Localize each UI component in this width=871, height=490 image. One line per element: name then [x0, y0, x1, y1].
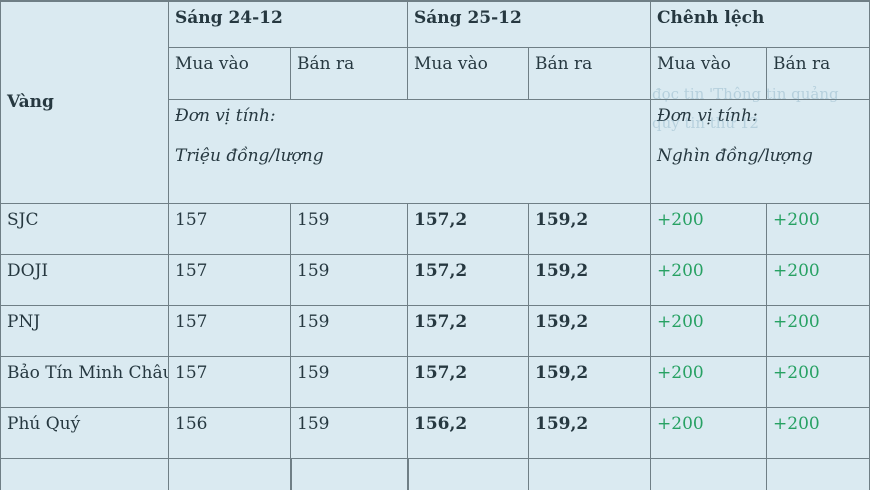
diff-buy-cell: +200 — [650, 355, 768, 408]
unit-value: Triệu đồng/lượng — [175, 145, 324, 166]
diff-sell-cell: +200 — [766, 355, 871, 408]
group-header-chenh-lech: Chênh lệch — [650, 0, 871, 48]
brand-cell: Bảo Tín Minh Châu — [0, 355, 169, 408]
brand-cell: DOJI — [0, 253, 169, 306]
subheader-diff-mua-vao: Mua vào — [650, 46, 768, 100]
diff-buy-cell: +200 — [650, 406, 768, 459]
unit-cell-trieu-dong: Đơn vị tính: Triệu đồng/lượng — [167, 98, 652, 204]
buy-25-cell: 157,2 — [407, 304, 530, 357]
corner-header-label: Vàng — [7, 92, 54, 113]
subheader-24-ban-ra: Bán ra — [289, 46, 409, 100]
unit-value: Nghìn đồng/lượng — [657, 145, 813, 166]
diff-sell-cell: +200 — [766, 304, 871, 357]
empty-cell — [289, 457, 409, 490]
buy-24-cell: 156 — [168, 406, 291, 459]
brand-cell: Phú Quý — [0, 406, 169, 459]
sell-24-cell: 159 — [289, 202, 409, 255]
brand-cell: SJC — [0, 202, 169, 255]
sell-24-cell: 159 — [289, 406, 409, 459]
buy-24-cell: 157 — [168, 253, 291, 306]
subheader-25-mua-vao: Mua vào — [407, 46, 530, 100]
diff-sell-cell: +200 — [766, 202, 871, 255]
sell-24-cell: 159 — [289, 304, 409, 357]
table-row-pnj: PNJ 157 159 157,2 159,2 +200 +200 — [0, 304, 871, 357]
diff-buy-cell: +200 — [650, 202, 768, 255]
sell-25-cell: 159,2 — [528, 202, 652, 255]
buy-25-cell: 157,2 — [407, 253, 530, 306]
empty-cell — [766, 457, 871, 490]
diff-buy-cell: +200 — [650, 253, 768, 306]
sell-24-cell: 159 — [289, 355, 409, 408]
sell-25-cell: 159,2 — [528, 406, 652, 459]
diff-sell-cell: +200 — [766, 253, 871, 306]
buy-25-cell: 157,2 — [407, 355, 530, 408]
unit-prefix: Đơn vị tính: — [657, 105, 758, 126]
empty-partial-row — [0, 457, 871, 490]
diff-sell-cell: +200 — [766, 406, 871, 459]
brand-cell: PNJ — [0, 304, 169, 357]
buy-25-cell: 157,2 — [407, 202, 530, 255]
sell-25-cell: 159,2 — [528, 355, 652, 408]
buy-25-cell: 156,2 — [407, 406, 530, 459]
sell-25-cell: 159,2 — [528, 304, 652, 357]
group-header-sang-25-12: Sáng 25-12 — [407, 0, 652, 48]
unit-prefix: Đơn vị tính: — [175, 105, 276, 126]
buy-24-cell: 157 — [168, 202, 291, 255]
empty-cell — [407, 457, 530, 490]
empty-cell — [0, 457, 169, 490]
subheader-25-ban-ra: Bán ra — [528, 46, 652, 100]
buy-24-cell: 157 — [168, 355, 291, 408]
table-row-bao-tin-minh-chau: Bảo Tín Minh Châu 157 159 157,2 159,2 +2… — [0, 355, 871, 408]
sell-25-cell: 159,2 — [528, 253, 652, 306]
table-row-phu-quy: Phú Quý 156 159 156,2 159,2 +200 +200 — [0, 406, 871, 459]
unit-cell-nghin-dong: Đơn vị tính: Nghìn đồng/lượng — [650, 98, 871, 204]
group-header-sang-24-12: Sáng 24-12 — [167, 0, 409, 48]
empty-cell — [528, 457, 652, 490]
sell-24-cell: 159 — [289, 253, 409, 306]
table-row-doji: DOJI 157 159 157,2 159,2 +200 +200 — [0, 253, 871, 306]
corner-header-vang: Vàng — [0, 0, 169, 204]
diff-buy-cell: +200 — [650, 304, 768, 357]
subheader-diff-ban-ra: Bán ra — [766, 46, 871, 100]
empty-cell — [168, 457, 291, 490]
subheader-24-mua-vao: Mua vào — [168, 46, 291, 100]
empty-cell — [650, 457, 768, 490]
buy-24-cell: 157 — [168, 304, 291, 357]
table-row-sjc: SJC 157 159 157,2 159,2 +200 +200 — [0, 202, 871, 255]
